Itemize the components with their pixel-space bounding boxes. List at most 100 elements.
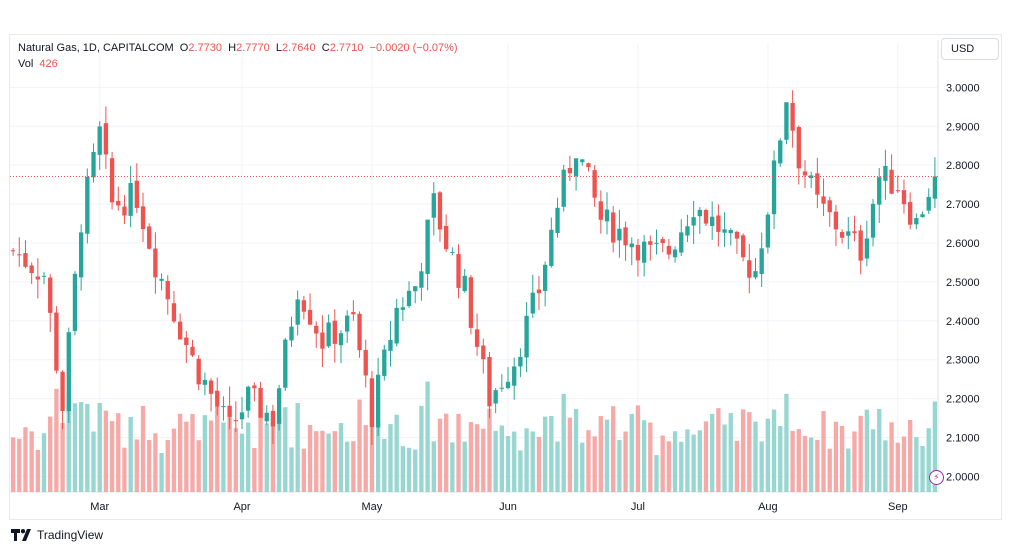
- candle-body: [437, 192, 443, 230]
- volume-bar: [648, 422, 653, 492]
- candle-body: [103, 123, 109, 155]
- candle-body: [153, 248, 158, 278]
- volume-bar: [536, 436, 542, 492]
- candle-body: [691, 217, 696, 226]
- candle-body: [753, 271, 758, 278]
- candle-body: [654, 242, 659, 244]
- currency-button[interactable]: USD: [941, 38, 999, 60]
- volume-bar: [147, 439, 152, 492]
- candle-body: [505, 381, 511, 389]
- close-label: C: [321, 42, 330, 54]
- currency-label: USD: [951, 43, 975, 55]
- candle-body: [530, 292, 535, 314]
- candle-body: [54, 312, 59, 371]
- volume-bar: [920, 446, 925, 492]
- volume-bar: [833, 421, 839, 492]
- volume-bar: [468, 422, 474, 492]
- candle-body: [716, 215, 721, 232]
- candle-body: [264, 412, 269, 422]
- candle-body: [97, 126, 102, 155]
- volume-bar: [221, 422, 226, 492]
- candle-body: [796, 127, 801, 169]
- candle-body: [450, 252, 455, 254]
- x-tick-label: Apr: [233, 501, 250, 513]
- volume-bar: [740, 409, 746, 492]
- candle-body: [431, 193, 436, 218]
- candle-body: [283, 339, 288, 388]
- volume-bar: [196, 440, 201, 492]
- candle-body: [604, 209, 610, 222]
- candle-body: [790, 103, 795, 131]
- candle-body: [388, 340, 393, 351]
- y-tick-label: 2.8000: [946, 160, 980, 172]
- volume-bar: [128, 416, 133, 492]
- candle-body: [784, 102, 789, 140]
- candle-body: [914, 218, 919, 225]
- volume-bar: [301, 448, 307, 492]
- volume-bar: [870, 429, 876, 492]
- volume-bar: [35, 449, 41, 492]
- volume-bar: [907, 419, 913, 492]
- candle-body: [17, 254, 22, 256]
- volume-bar: [852, 431, 857, 492]
- candle-body: [623, 227, 628, 246]
- volume-bar: [276, 417, 282, 492]
- y-tick-label: 2.7000: [946, 199, 980, 211]
- candle-body: [425, 219, 430, 274]
- volume-bar: [518, 450, 523, 492]
- x-tick-label: Mar: [90, 501, 109, 513]
- volume-value: 426: [39, 58, 58, 70]
- candle-body: [468, 277, 474, 328]
- candle-body: [598, 201, 603, 220]
- volume-bar: [679, 441, 684, 492]
- volume-label[interactable]: Vol: [18, 58, 34, 70]
- volume-bar: [116, 413, 121, 492]
- volume-bar: [629, 413, 634, 492]
- candle-body: [382, 349, 387, 376]
- candle-body: [870, 203, 876, 238]
- candle-body: [109, 158, 115, 203]
- candle-body: [499, 387, 505, 389]
- volume-bar: [858, 415, 863, 492]
- candle-body: [926, 196, 931, 211]
- candle-body: [573, 158, 579, 177]
- x-tick-label: Jun: [499, 501, 517, 513]
- candle-body: [227, 405, 232, 417]
- volume-bar: [846, 448, 851, 492]
- candle-body: [270, 410, 276, 427]
- candle-body: [128, 182, 133, 216]
- candle-body: [821, 196, 826, 204]
- candle-body: [165, 280, 170, 300]
- candle-body: [666, 245, 672, 255]
- volume-bar: [567, 417, 573, 492]
- candle-body: [641, 241, 647, 263]
- compare-icon[interactable]: ⚡: [929, 470, 944, 485]
- candle-body: [567, 167, 573, 174]
- volume-bar: [722, 424, 727, 492]
- candle-body: [351, 312, 356, 315]
- candle-body: [221, 406, 226, 408]
- tradingview-brand[interactable]: TradingView: [11, 528, 103, 542]
- volume-bar: [419, 405, 424, 492]
- volume-bar: [258, 397, 263, 492]
- volume-bar: [790, 430, 795, 492]
- volume-bar: [91, 431, 96, 492]
- brand-label: TradingView: [37, 528, 104, 542]
- candle-body: [41, 275, 47, 277]
- volume-bar: [48, 416, 53, 492]
- volume-bar: [375, 421, 381, 492]
- candle-body: [771, 160, 777, 215]
- y-tick-label: 2.1000: [946, 433, 980, 445]
- volume-bar: [23, 427, 28, 492]
- volume-bar: [542, 416, 548, 492]
- candle-body: [134, 180, 139, 208]
- candle-body: [456, 253, 461, 288]
- candle-body: [91, 152, 96, 178]
- candle-body: [159, 278, 164, 281]
- volume-bar: [270, 421, 276, 492]
- symbol-label[interactable]: Natural Gas, 1D, CAPITALCOM: [18, 42, 174, 54]
- candle-body: [536, 289, 542, 294]
- candle-body: [320, 332, 325, 349]
- candle-body: [345, 315, 350, 332]
